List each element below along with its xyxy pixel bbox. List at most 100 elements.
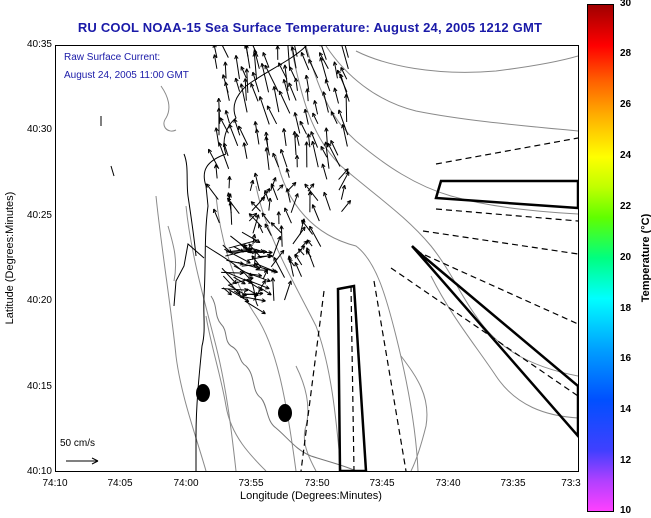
xtick-label: 73:35: [500, 478, 526, 489]
current-vector-head: [322, 91, 324, 96]
current-vector: [261, 63, 270, 93]
current-vector-head: [306, 239, 311, 242]
current-timestamp: August 24, 2005 11:00 GMT: [64, 70, 189, 81]
current-vector: [228, 176, 231, 189]
current-vector-head: [277, 235, 281, 240]
current-vector: [288, 255, 294, 277]
colorbar-tick: 30: [620, 0, 632, 9]
current-vector: [305, 75, 310, 90]
current-vector-head: [319, 52, 324, 56]
current-vector-head: [234, 118, 238, 123]
current-vector-head: [239, 272, 244, 276]
current-vector: [309, 225, 322, 247]
current-vector-head: [294, 261, 299, 266]
current-vector: [237, 261, 260, 270]
current-vector-head: [261, 212, 266, 216]
current-vector: [215, 127, 220, 146]
current-vector: [223, 142, 229, 157]
current-vector-head: [306, 133, 309, 138]
current-vector: [226, 248, 252, 253]
current-vector-head: [264, 147, 267, 152]
current-vector-head: [270, 277, 274, 282]
current-vector: [235, 55, 240, 79]
current-vector: [308, 59, 319, 79]
current-vector-head: [259, 96, 263, 100]
current-vector: [280, 149, 288, 168]
current-vector: [241, 231, 261, 243]
current-vector: [301, 219, 314, 235]
current-vector-head: [313, 100, 315, 105]
current-vector-head: [227, 176, 231, 181]
current-vector: [265, 136, 270, 156]
current-vector-head: [242, 142, 245, 147]
ytick-label: 40:20: [26, 295, 52, 306]
current-vector-head: [216, 107, 220, 112]
colorbar-tick: 14: [620, 404, 632, 415]
current-vector-head: [206, 183, 211, 187]
current-vector-head: [312, 204, 316, 208]
current-vector-head: [262, 52, 267, 56]
current-vector: [286, 182, 297, 192]
current-vector-head: [272, 152, 277, 157]
current-vector-head: [252, 212, 257, 216]
current-vector: [246, 68, 249, 93]
current-vector: [280, 225, 283, 247]
current-vector-head: [293, 112, 296, 117]
current-vector: [245, 46, 251, 69]
current-vector-head: [310, 131, 315, 135]
current-vector: [304, 46, 309, 58]
current-vector: [250, 201, 261, 212]
current-vector-head: [272, 268, 276, 272]
current-vector-head: [241, 294, 245, 299]
current-vector: [327, 142, 341, 167]
current-vector: [304, 183, 319, 201]
current-vector: [270, 183, 279, 201]
current-vector-head: [223, 142, 228, 147]
current-vector: [235, 77, 241, 92]
current-vector: [292, 226, 306, 245]
ytick-label: 40:15: [26, 381, 52, 392]
current-vector-head: [252, 52, 255, 57]
current-label: Raw Surface Current:: [64, 52, 161, 63]
current-vector: [256, 128, 260, 145]
current-vector-head: [228, 123, 233, 128]
current-vector-head: [283, 78, 287, 83]
current-vector-head: [216, 98, 220, 103]
current-vector: [311, 141, 319, 168]
current-vector: [286, 188, 291, 203]
current-vector-head: [244, 287, 249, 291]
current-vector: [213, 54, 218, 69]
current-vector-head: [325, 141, 329, 146]
current-vector-head: [246, 298, 250, 302]
current-vector-head: [253, 294, 258, 297]
current-vector-head: [212, 54, 215, 59]
colorbar-tick: 20: [620, 252, 632, 263]
current-vector: [322, 163, 328, 180]
current-vector: [246, 279, 270, 290]
current-vector-head: [227, 197, 232, 201]
current-vector: [252, 46, 259, 57]
current-vector: [251, 196, 266, 212]
current-vector-head: [224, 81, 226, 87]
current-vector-head: [244, 289, 249, 293]
current-vector: [245, 293, 258, 296]
current-vector-head: [291, 181, 297, 185]
current-vector-head: [311, 141, 313, 146]
current-vector-head: [261, 62, 265, 67]
current-vector-head: [280, 148, 285, 153]
current-vector-head: [349, 200, 352, 205]
current-vector: [325, 79, 331, 92]
current-vector-head: [332, 61, 335, 66]
current-vector-head: [226, 192, 229, 197]
current-vector: [252, 71, 260, 93]
current-vector: [252, 214, 259, 234]
temperature-colorbar: [587, 4, 614, 512]
current-vector: [286, 168, 290, 178]
current-vector-head: [260, 196, 265, 199]
scale-label: 50 cm/s: [60, 438, 96, 449]
current-vector-head: [303, 226, 306, 231]
current-vector-head: [259, 292, 264, 296]
current-vector: [233, 290, 245, 299]
current-vector-head: [271, 183, 275, 187]
current-vector: [306, 239, 313, 247]
